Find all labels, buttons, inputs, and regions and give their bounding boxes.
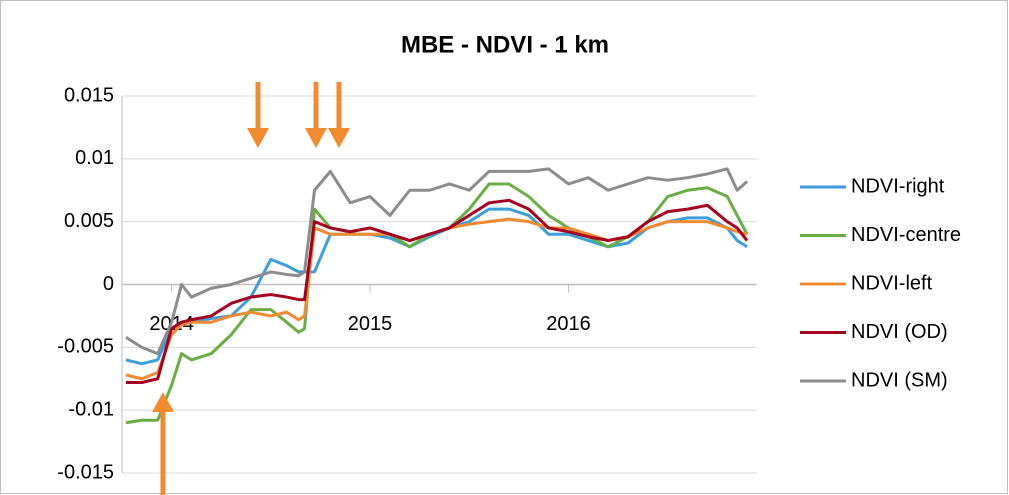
chart-title: MBE - NDVI - 1 km: [401, 31, 609, 58]
legend-label: NDVI (OD): [851, 321, 948, 343]
annotation-arrows: [152, 82, 350, 495]
y-tick-label: 0.005: [64, 210, 114, 232]
legend-label: NDVI (SM): [851, 369, 948, 391]
y-tick-label: -0.015: [57, 461, 114, 483]
arrow-head: [305, 128, 327, 148]
arrow-head: [152, 392, 174, 412]
arrow-head: [247, 128, 269, 148]
y-tick-label: -0.005: [57, 336, 114, 358]
x-tick-label: 2015: [348, 313, 393, 335]
legend-label: NDVI-right: [851, 175, 945, 197]
arrow-head: [328, 128, 350, 148]
y-tick-label: -0.01: [68, 398, 114, 420]
y-tick-label: 0.01: [75, 147, 114, 169]
y-tick-label: 0: [103, 273, 114, 295]
series-line: [125, 198, 749, 385]
legend-label: NDVI-left: [851, 272, 933, 294]
x-tick-label: 2016: [546, 313, 591, 335]
legend-label: NDVI-centre: [851, 224, 961, 246]
series-line: [125, 167, 749, 356]
y-tick-label: 0.015: [64, 84, 114, 106]
